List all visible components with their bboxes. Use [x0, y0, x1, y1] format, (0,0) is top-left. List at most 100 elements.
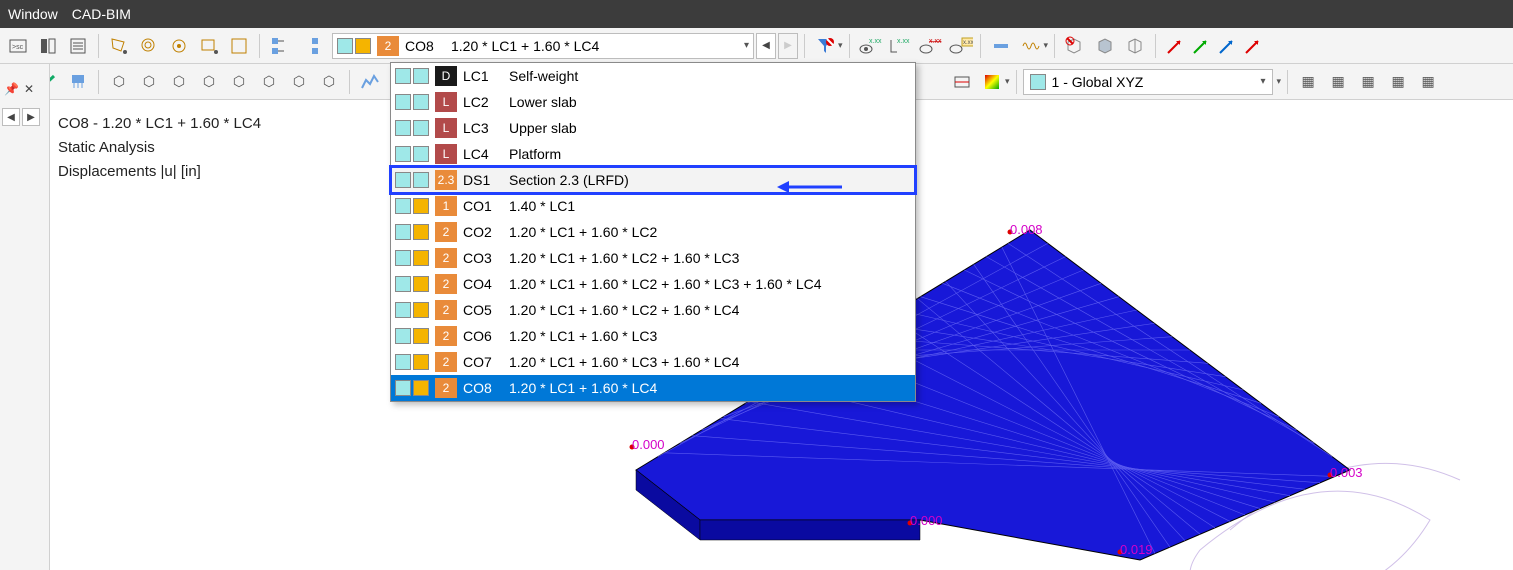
cube-solid-icon[interactable]: [1091, 32, 1119, 60]
titlebar: Window CAD-BIM: [0, 0, 1513, 28]
view-opt-1-icon[interactable]: ▦: [1294, 68, 1322, 96]
coord-label: 1 - Global XYZ: [1052, 74, 1144, 90]
select-rect-icon[interactable]: [195, 32, 223, 60]
dropdown-item-LC4[interactable]: LLC4Platform: [391, 141, 915, 167]
dropdown-item-CO2[interactable]: 2CO21.20 * LC1 + 1.60 * LC2: [391, 219, 915, 245]
eye-strike-icon[interactable]: x.xx: [916, 32, 944, 60]
chevron-down-icon: ▾: [744, 40, 749, 51]
pin-icon[interactable]: 📌: [4, 82, 19, 96]
dropdown-item-CO4[interactable]: 2CO41.20 * LC1 + 1.60 * LC2 + 1.60 * LC3…: [391, 271, 915, 297]
bracket-xxx-icon[interactable]: x.xx: [886, 32, 914, 60]
toolbar-row-1: >sc 2 CO8 1.20 * LC1 + 1.60 * LC4 ▾ ◀ ▶ …: [0, 28, 1513, 64]
separator: [804, 34, 805, 58]
swatch-1: [337, 38, 353, 54]
separator: [98, 70, 99, 94]
svg-text:>sc: >sc: [12, 44, 24, 51]
axis-X-button[interactable]: [1162, 33, 1188, 59]
svg-text:x.xx: x.xx: [963, 40, 973, 46]
dropdown-item-LC2[interactable]: LLC2Lower slab: [391, 89, 915, 115]
coord-system-selector[interactable]: 1 - Global XYZ ▾: [1023, 69, 1273, 95]
close-icon[interactable]: ✕: [24, 82, 34, 96]
view-opt-2-icon[interactable]: ▦: [1324, 68, 1352, 96]
dropdown-item-CO5[interactable]: 2CO51.20 * LC1 + 1.60 * LC2 + 1.60 * LC4: [391, 297, 915, 323]
dock-prev-button[interactable]: ◀: [2, 108, 20, 126]
dropdown-item-LC3[interactable]: LLC3Upper slab: [391, 115, 915, 141]
color-scale-icon[interactable]: [978, 68, 1006, 96]
dock-nav: ◀ ▶: [2, 108, 40, 126]
select-poly-icon[interactable]: [105, 32, 133, 60]
select-target-icon[interactable]: [165, 32, 193, 60]
separator: [259, 34, 260, 58]
swatch-2: [355, 38, 371, 54]
chevron-down-icon[interactable]: ▾: [1005, 76, 1010, 87]
dropdown-item-CO3[interactable]: 2CO31.20 * LC1 + 1.60 * LC2 + 1.60 * LC3: [391, 245, 915, 271]
node-value-label: 0.008: [1010, 222, 1043, 237]
list-icon[interactable]: [64, 32, 92, 60]
svg-text:x.xx: x.xx: [869, 38, 882, 45]
hinge-4-icon[interactable]: ⬡: [195, 68, 223, 96]
eye-box-icon[interactable]: x.xx: [946, 32, 974, 60]
dock-next-button[interactable]: ▶: [22, 108, 40, 126]
combo-badge: 2: [377, 36, 399, 56]
separator: [1155, 34, 1156, 58]
eye-xxx-icon[interactable]: x.xx: [856, 32, 884, 60]
combo-desc: 1.20 * LC1 + 1.60 * LC4: [451, 38, 738, 54]
combo-prev-button[interactable]: ◀: [756, 33, 776, 59]
chevron-down-icon[interactable]: ▾: [838, 40, 843, 51]
load-combo-selector[interactable]: 2 CO8 1.20 * LC1 + 1.60 * LC4 ▾: [332, 33, 754, 59]
stress-icon[interactable]: [948, 68, 976, 96]
axis-Z-button[interactable]: [1214, 33, 1240, 59]
separator: [349, 70, 350, 94]
filter-icon[interactable]: [811, 32, 839, 60]
hinge-3-icon[interactable]: ⬡: [165, 68, 193, 96]
combo-swatches: [337, 38, 371, 54]
svg-text:x.xx: x.xx: [897, 38, 910, 45]
node-value-label: 0.003: [1330, 465, 1363, 480]
hinge-1-icon[interactable]: ⬡: [105, 68, 133, 96]
combo-code: CO8: [405, 38, 445, 54]
dropdown-item-CO8[interactable]: 2CO81.20 * LC1 + 1.60 * LC4: [391, 375, 915, 401]
node-value-label: 0.000: [632, 437, 665, 452]
hinge-5-icon[interactable]: ⬡: [225, 68, 253, 96]
chevron-down-icon: ▾: [1261, 76, 1266, 87]
graph-icon[interactable]: [356, 68, 384, 96]
combo-next-button: ▶: [778, 33, 798, 59]
panel-icon[interactable]: [34, 32, 62, 60]
hinge-6-icon[interactable]: ⬡: [255, 68, 283, 96]
separator: [849, 34, 850, 58]
separator: [98, 34, 99, 58]
axis-negX-button[interactable]: [1240, 33, 1266, 59]
view-opt-4-icon[interactable]: ▦: [1384, 68, 1412, 96]
dropdown-item-CO7[interactable]: 2CO71.20 * LC1 + 1.60 * LC3 + 1.60 * LC4: [391, 349, 915, 375]
load-combo-dropdown[interactable]: DLC1Self-weightLLC2Lower slabLLC3Upper s…: [390, 62, 916, 402]
node-value-label: 0.000: [910, 513, 943, 528]
separator: [980, 34, 981, 58]
load-star-icon[interactable]: [64, 68, 92, 96]
cube-delete-icon[interactable]: [1061, 32, 1089, 60]
dropdown-item-LC1[interactable]: DLC1Self-weight: [391, 63, 915, 89]
view-opt-3-icon[interactable]: ▦: [1354, 68, 1382, 96]
hinge-2-icon[interactable]: ⬡: [135, 68, 163, 96]
axis-negY-button[interactable]: [1188, 33, 1214, 59]
tree-expand-icon[interactable]: [266, 32, 294, 60]
script-icon[interactable]: >sc: [4, 32, 32, 60]
tree-collapse-icon[interactable]: [296, 32, 324, 60]
menu-window[interactable]: Window: [8, 6, 58, 22]
svg-text:x.xx: x.xx: [929, 38, 942, 45]
spring-icon[interactable]: [1017, 32, 1045, 60]
select-circle-icon[interactable]: [135, 32, 163, 60]
cube-wire-icon[interactable]: [1121, 32, 1149, 60]
dropdown-item-CO6[interactable]: 2CO61.20 * LC1 + 1.60 * LC3: [391, 323, 915, 349]
view-opt-5-icon[interactable]: ▦: [1414, 68, 1442, 96]
left-dock: 📌 ✕ ◀ ▶: [0, 64, 50, 570]
select-box-icon[interactable]: [225, 32, 253, 60]
separator: [1054, 34, 1055, 58]
beam-icon[interactable]: [987, 32, 1015, 60]
separator: [1016, 70, 1017, 94]
chevron-down-icon[interactable]: ▾: [1277, 76, 1282, 87]
separator: [1287, 70, 1288, 94]
menu-cad-bim[interactable]: CAD-BIM: [72, 6, 131, 22]
chevron-down-icon[interactable]: ▾: [1044, 40, 1049, 51]
hinge-8-icon[interactable]: ⬡: [315, 68, 343, 96]
hinge-7-icon[interactable]: ⬡: [285, 68, 313, 96]
